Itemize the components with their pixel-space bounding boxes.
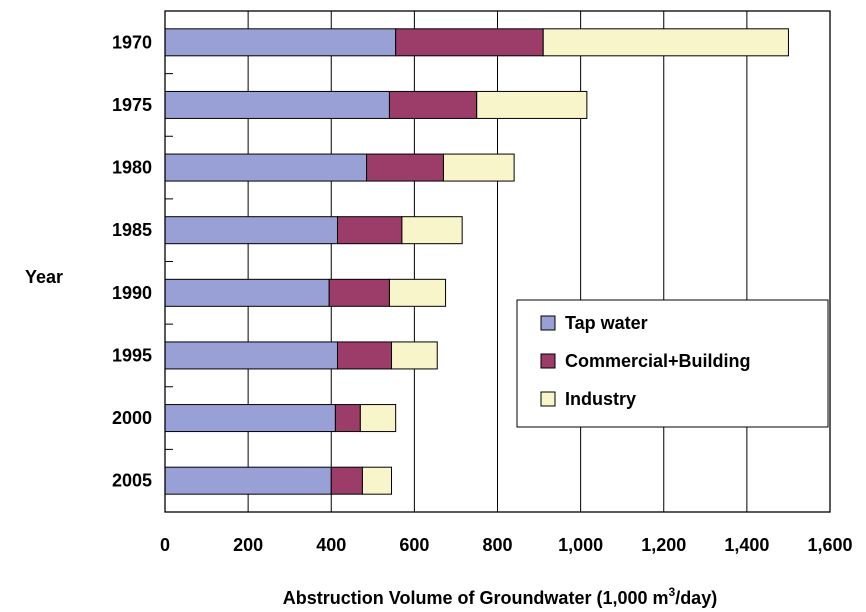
bar-segment — [388, 90, 478, 119]
y-tick-label: 1980 — [112, 158, 152, 178]
x-tick-label: 400 — [316, 535, 346, 555]
x-tick-label: 1,000 — [558, 535, 603, 555]
y-tick-label: 2005 — [112, 471, 152, 491]
x-axis-title-end: /day) — [675, 588, 717, 608]
bar-segment — [401, 216, 463, 245]
legend-label: Tap water — [565, 313, 648, 333]
y-tick-labels: 1970 1975 1980 1985 1990 1995 2000 2005 — [112, 32, 152, 490]
x-axis-title: Abstruction Volume of Groundwater (1,000… — [283, 585, 717, 608]
legend: Tap water Commercial+Building Industry — [516, 299, 829, 428]
x-tick-label: 200 — [233, 535, 263, 555]
y-tick-label: 1985 — [112, 220, 152, 240]
bar-segment — [164, 466, 332, 495]
y-tick-label: 2000 — [112, 408, 152, 428]
bar-segment — [164, 153, 368, 182]
bar-segment — [164, 341, 338, 370]
y-tick-label: 1990 — [112, 283, 152, 303]
bar-segment — [164, 278, 330, 307]
bar-segment — [442, 153, 515, 182]
y-tick-label: 1995 — [112, 345, 152, 365]
bar-segment — [164, 216, 338, 245]
x-tick-label: 800 — [482, 535, 512, 555]
bar-segment — [164, 404, 336, 433]
x-tick-label: 600 — [399, 535, 429, 555]
x-tick-label: 0 — [160, 535, 170, 555]
gridlines — [247, 11, 748, 512]
legend-label: Commercial+Building — [565, 351, 751, 371]
x-tick-label: 1,200 — [641, 535, 686, 555]
y-tick-label: 1975 — [112, 95, 152, 115]
bar-segment — [361, 466, 393, 495]
bar-segment — [359, 404, 397, 433]
x-tick-label: 1,600 — [807, 535, 852, 555]
y-tick-label: 1970 — [112, 32, 152, 52]
bar-segment — [164, 90, 390, 119]
bar-segment — [366, 153, 444, 182]
legend-swatch — [540, 315, 556, 331]
bar-segment — [476, 90, 588, 119]
y-axis-title: Year — [25, 267, 63, 287]
legend-swatch — [540, 353, 556, 369]
bar-segment — [391, 341, 438, 370]
legend-label: Industry — [565, 389, 636, 409]
bar-segment — [164, 28, 397, 57]
bars — [164, 28, 789, 495]
bar-segment — [328, 278, 390, 307]
legend-swatch — [540, 391, 556, 407]
bar-segment — [542, 28, 789, 57]
bar-segment — [395, 28, 544, 57]
x-tick-labels: 0 200 400 600 800 1,000 1,200 1,400 1,600 — [160, 535, 853, 555]
axes — [164, 10, 831, 513]
legend-box — [516, 299, 829, 428]
x-axis-title-sup: 3 — [669, 585, 676, 599]
bar-segment — [334, 404, 361, 433]
x-axis-title-main: Abstruction Volume of Groundwater (1,000… — [283, 588, 669, 608]
bar-segment — [330, 466, 363, 495]
bar-segment — [336, 216, 403, 245]
bar-segment — [336, 341, 393, 370]
bar-segment — [388, 278, 447, 307]
x-tick-label: 1,400 — [724, 535, 769, 555]
